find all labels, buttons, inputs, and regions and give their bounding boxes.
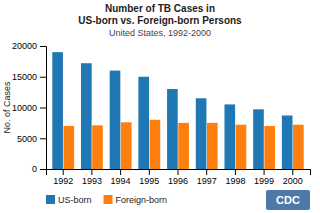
- bar: [110, 71, 121, 169]
- bar: [150, 120, 161, 169]
- bars: [52, 52, 303, 169]
- title-line: Number of TB Cases in: [105, 3, 215, 14]
- x-tick: 1997: [197, 169, 217, 186]
- bar: [92, 125, 103, 169]
- y-tick-label: 20000: [12, 41, 37, 51]
- bar: [282, 115, 293, 169]
- legend-label: Foreign-born: [116, 195, 168, 205]
- annotation-text: CDC: [276, 194, 300, 206]
- legend-swatch: [46, 195, 55, 204]
- legend-label: US-born: [58, 195, 92, 205]
- y-axis-title: No. of Cases: [2, 81, 12, 134]
- title: Number of TB Cases inUS-born vs. Foreign…: [78, 3, 242, 26]
- y-tick: 10000: [12, 103, 46, 113]
- x-tick-label: 1993: [82, 176, 102, 186]
- y-tick: 15000: [12, 72, 46, 82]
- bar: [121, 122, 132, 169]
- legend: US-born Foreign-born: [46, 195, 167, 205]
- x-tick: 1994: [111, 169, 131, 186]
- x-tick: 2000: [283, 169, 303, 186]
- chart: Number of TB Cases inUS-born vs. Foreign…: [0, 0, 320, 213]
- x-tick-label: 2000: [283, 176, 303, 186]
- x-tick-label: 1994: [111, 176, 131, 186]
- x-axis: 1992 1993 1994 1995 1996 1997 1998 1999 2000: [47, 169, 311, 186]
- y-tick-label: 10000: [12, 103, 37, 113]
- x-tick: 1998: [225, 169, 245, 186]
- y-tick-mark: [40, 169, 46, 170]
- x-tick-mark: [149, 169, 150, 175]
- y-axis-line: [40, 47, 47, 170]
- y-tick-mark: [40, 46, 46, 47]
- plot: 0 5000 10000 15000 20000 1992 1993 1994 1995 1996…: [12, 41, 311, 186]
- bar: [167, 89, 178, 169]
- x-tick-label: 1999: [254, 176, 274, 186]
- y-tick-label: 5000: [17, 134, 37, 144]
- bar: [81, 63, 92, 169]
- y-axis: 0 5000 10000 15000 20000: [12, 41, 47, 174]
- x-tick-mark: [120, 169, 121, 175]
- legend-swatch: [104, 195, 113, 204]
- x-tick-mark: [264, 169, 265, 175]
- y-tick-label: 0: [32, 164, 37, 174]
- subtitle: United States, 1992-2000: [109, 28, 211, 38]
- bar: [52, 52, 63, 169]
- x-tick-label: 1992: [53, 176, 73, 186]
- bar: [207, 123, 218, 169]
- x-tick: 1999: [254, 169, 274, 186]
- x-tick-mark: [292, 169, 293, 175]
- bar: [138, 77, 149, 169]
- title-line: US-born vs. Foreign-born Persons: [78, 15, 242, 26]
- x-tick-label: 1997: [197, 176, 217, 186]
- x-tick-mark: [91, 169, 92, 175]
- legend-item: Foreign-born: [104, 195, 168, 205]
- x-tick: 1993: [82, 169, 102, 186]
- y-tick-mark: [40, 138, 46, 139]
- y-tick-mark: [40, 108, 46, 109]
- x-tick-mark: [178, 169, 179, 175]
- x-tick-label: 1998: [225, 176, 245, 186]
- bar: [178, 123, 189, 169]
- x-tick-mark: [235, 169, 236, 175]
- bar: [253, 109, 264, 169]
- x-tick-label: 1995: [139, 176, 159, 186]
- x-tick: 1996: [168, 169, 188, 186]
- x-tick-mark: [63, 169, 64, 175]
- x-tick: 1995: [139, 169, 159, 186]
- y-tick: 20000: [12, 41, 46, 51]
- bar: [196, 98, 207, 169]
- y-tick: 5000: [17, 134, 46, 144]
- y-tick: 0: [32, 164, 46, 174]
- x-tick-mark: [206, 169, 207, 175]
- annotation: CDC: [266, 190, 310, 210]
- bar: [293, 125, 304, 169]
- annotation-box: [266, 190, 310, 210]
- bar: [264, 126, 275, 169]
- y-tick-label: 15000: [12, 72, 37, 82]
- x-tick: 1992: [53, 169, 73, 186]
- bar: [224, 104, 235, 169]
- bar: [236, 125, 247, 169]
- bar: [63, 126, 74, 169]
- y-tick-mark: [40, 77, 46, 78]
- x-axis-line: [47, 170, 311, 176]
- legend-item: US-born: [46, 195, 92, 205]
- x-tick-label: 1996: [168, 176, 188, 186]
